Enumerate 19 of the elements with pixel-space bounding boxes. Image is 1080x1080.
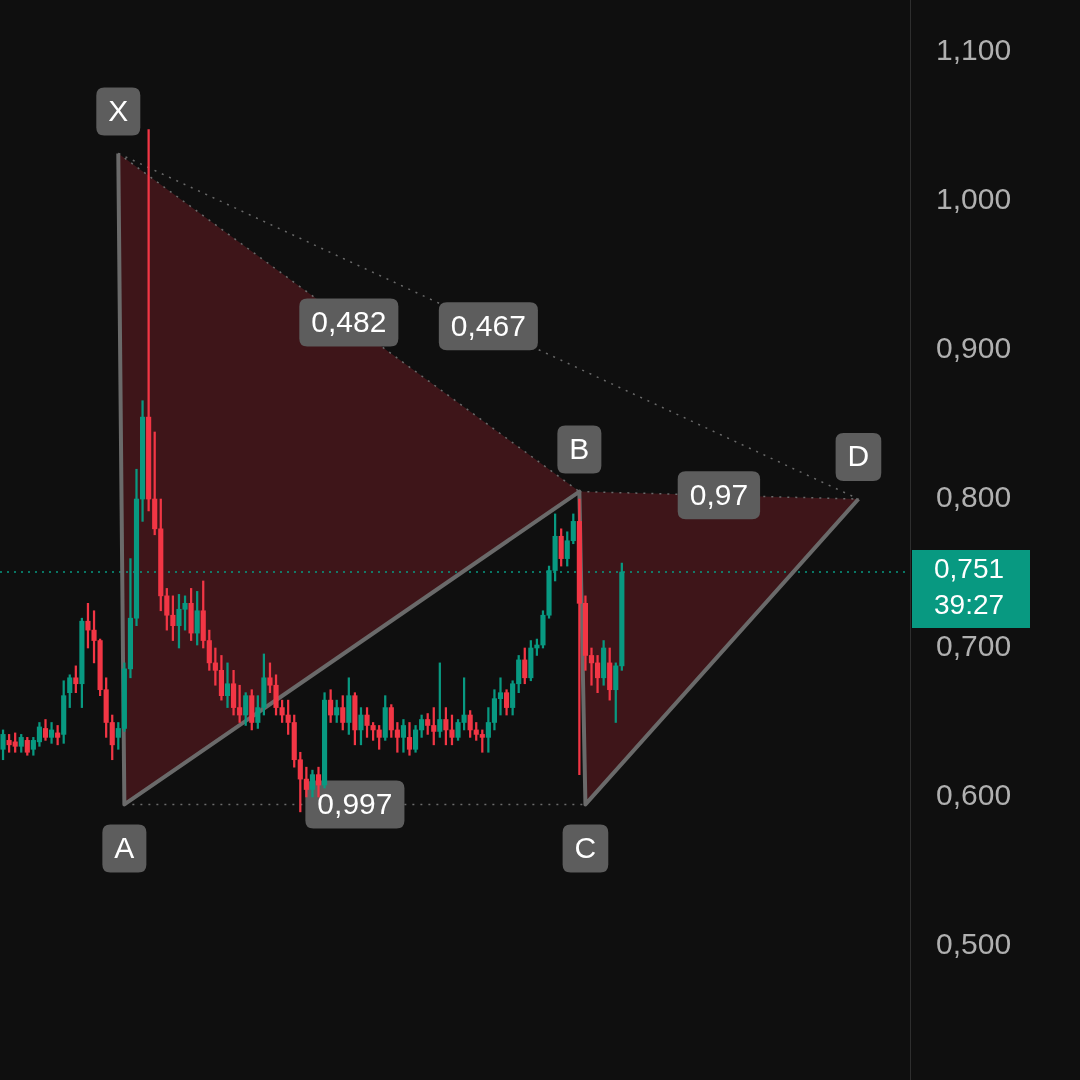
y-tick-label: 1,100 [936, 33, 1012, 67]
annotation: 0,997 [317, 786, 393, 820]
y-tick-label: 0,600 [936, 778, 1012, 812]
y-tick-label: 0,900 [936, 331, 1012, 365]
data-label: X [108, 93, 129, 127]
candlestick [224, 662, 231, 708]
text: 39:27 [934, 588, 1005, 620]
y-tick-label: 1,000 [936, 182, 1012, 216]
y-tick-label: 0,800 [936, 480, 1012, 514]
annotation: 0,482 [311, 304, 387, 338]
y-tick-label: 0,700 [936, 629, 1012, 663]
y-tick-label: 0,500 [936, 927, 1012, 961]
annotation: 0,467 [450, 308, 526, 342]
data-label: A [114, 830, 135, 864]
data-label: D [847, 439, 870, 473]
data-label: B [569, 431, 590, 465]
annotation: 0,97 [689, 477, 749, 511]
ref-line-label: 0,751 [934, 552, 1005, 584]
data-label: C [574, 830, 597, 864]
